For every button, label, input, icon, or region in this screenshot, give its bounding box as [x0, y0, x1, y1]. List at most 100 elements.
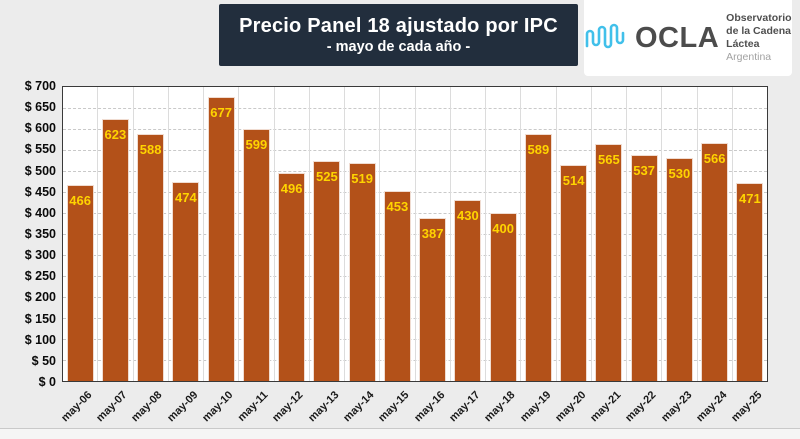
- plot-area: 466 623 588 474 677 599 496 525 519 453 387 430 400 5…: [62, 86, 768, 382]
- bar-value-label: 566: [703, 151, 726, 167]
- bar-may-23: 530: [665, 158, 693, 381]
- bar-may-25: 471: [736, 183, 764, 381]
- ocla-logo: OCLA Observatorio de la Cadena Láctea Ar…: [584, 0, 792, 76]
- bar-value-label: 588: [139, 142, 162, 158]
- x-axis-tick-label: may-13: [305, 389, 342, 425]
- bottom-divider: [0, 428, 800, 439]
- y-axis-tick-label: $ 350: [24, 227, 56, 241]
- bar-value-label: 466: [69, 193, 91, 209]
- bar-value-label: 677: [210, 104, 232, 120]
- bar-may-16: 387: [419, 218, 447, 381]
- category-cell: 566: [698, 87, 733, 381]
- bar-value-label: 514: [562, 173, 585, 189]
- y-axis-tick-label: $ 0: [38, 375, 56, 389]
- x-axis-tick-label: may-07: [94, 389, 130, 425]
- bar-may-24: 566: [701, 143, 729, 381]
- bar-may-12: 496: [278, 172, 306, 381]
- bar-may-15: 453: [383, 190, 411, 381]
- category-cell: 623: [98, 87, 134, 381]
- bar-value-label: 471: [739, 191, 761, 207]
- category-cell: 525: [310, 87, 345, 381]
- bar-may-11: 599: [242, 129, 270, 381]
- x-axis-tick-label: may-17: [447, 389, 483, 425]
- bar-value-label: 623: [104, 127, 127, 143]
- bar-may-21: 565: [595, 143, 623, 381]
- x-axis-tick-label: may-14: [341, 389, 377, 425]
- x-axis-tick-label: may-10: [200, 389, 236, 425]
- x-axis-tick-label: may-08: [129, 389, 165, 425]
- y-axis-tick-label: $ 550: [24, 142, 56, 157]
- category-cell: 530: [662, 87, 698, 381]
- y-axis-tick-label: $ 150: [24, 311, 56, 326]
- bar-value-label: 599: [245, 137, 268, 153]
- y-axis-tick-label: $ 700: [24, 79, 56, 93]
- x-axis-tick-label: may-09: [164, 389, 201, 425]
- y-axis-tick-label: $ 600: [24, 121, 56, 136]
- category-cell: 496: [275, 87, 310, 381]
- bar-may-08: 588: [137, 134, 165, 381]
- bar-may-07: 623: [101, 119, 129, 381]
- ocla-wordmark: OCLA: [635, 21, 720, 54]
- x-axis-tick-label: may-23: [658, 389, 695, 425]
- bar-value-label: 537: [633, 163, 655, 179]
- chart-title: Precio Panel 18 ajustado por IPC: [239, 14, 558, 37]
- category-cell: 387: [416, 87, 451, 381]
- x-axis-tick-label: may-20: [553, 389, 589, 425]
- bar-value-label: 400: [492, 221, 514, 236]
- bar-value-label: 474: [175, 189, 197, 205]
- ocla-tagline-line3: Argentina: [726, 51, 772, 63]
- ocla-tagline-line1: Observatorio: [726, 12, 792, 24]
- x-axis-tick-label: may-16: [411, 389, 448, 425]
- y-axis-tick-label: $ 200: [24, 290, 56, 305]
- y-axis-tick-label: $ 400: [24, 205, 56, 220]
- x-axis-tick-label: may-21: [588, 389, 624, 425]
- bar-value-label: 530: [668, 166, 691, 182]
- ocla-tagline-line2: de la Cadena Láctea: [726, 25, 791, 50]
- category-cell: 565: [592, 87, 627, 381]
- bar-value-label: 496: [280, 180, 303, 196]
- x-axis-tick-label: may-25: [729, 389, 765, 425]
- bar-may-17: 430: [454, 200, 482, 381]
- x-axis-tick-label: may-22: [623, 389, 659, 425]
- bar-may-18: 400: [489, 213, 517, 381]
- x-axis-tick-label: may-19: [517, 389, 554, 425]
- category-cell: 474: [169, 87, 204, 381]
- bar-may-10: 677: [207, 96, 235, 381]
- y-axis-tick-label: $ 250: [24, 269, 56, 284]
- category-cell: 588: [134, 87, 169, 381]
- x-axis-tick-label: may-11: [235, 389, 271, 424]
- chart-title-card: Precio Panel 18 ajustado por IPC - mayo …: [219, 4, 578, 66]
- category-cell: 589: [521, 87, 557, 381]
- y-axis-tick-label: $ 650: [24, 100, 56, 115]
- bar-value-label: 453: [386, 198, 409, 214]
- category-cell: 471: [733, 87, 767, 381]
- bar-may-19: 589: [524, 133, 552, 381]
- bar-may-20: 514: [560, 165, 588, 381]
- category-cell: 430: [451, 87, 486, 381]
- y-axis-tick-label: $ 450: [24, 184, 56, 199]
- chart-subtitle: - mayo de cada año -: [326, 38, 471, 55]
- category-cell: 677: [204, 87, 240, 381]
- bar-may-14: 519: [348, 163, 376, 381]
- category-cell: 519: [345, 87, 381, 381]
- y-axis-tick-label: $ 50: [31, 353, 56, 368]
- x-axis-tick-label: may-24: [694, 389, 730, 425]
- ocla-tagline: Observatorio de la Cadena Láctea Argenti…: [726, 12, 792, 64]
- bar-value-label: 430: [457, 208, 479, 224]
- category-cell: 453: [380, 87, 416, 381]
- x-axis-tick-label: may-15: [376, 389, 412, 425]
- bar-value-label: 589: [527, 141, 550, 157]
- bar-may-06: 466: [66, 185, 94, 381]
- bar-value-label: 565: [598, 151, 620, 167]
- bar-may-22: 537: [630, 155, 658, 381]
- y-axis-tick-label: $ 100: [24, 332, 56, 347]
- y-axis-tick-label: $ 300: [24, 248, 56, 263]
- bar-may-13: 525: [313, 160, 341, 381]
- x-axis-tick-label: may-12: [270, 389, 306, 425]
- category-cell: 466: [63, 87, 99, 381]
- y-axis-tick-label: $ 500: [24, 163, 56, 178]
- category-cell: 537: [627, 87, 663, 381]
- x-axis-tick-label: may-18: [482, 389, 518, 425]
